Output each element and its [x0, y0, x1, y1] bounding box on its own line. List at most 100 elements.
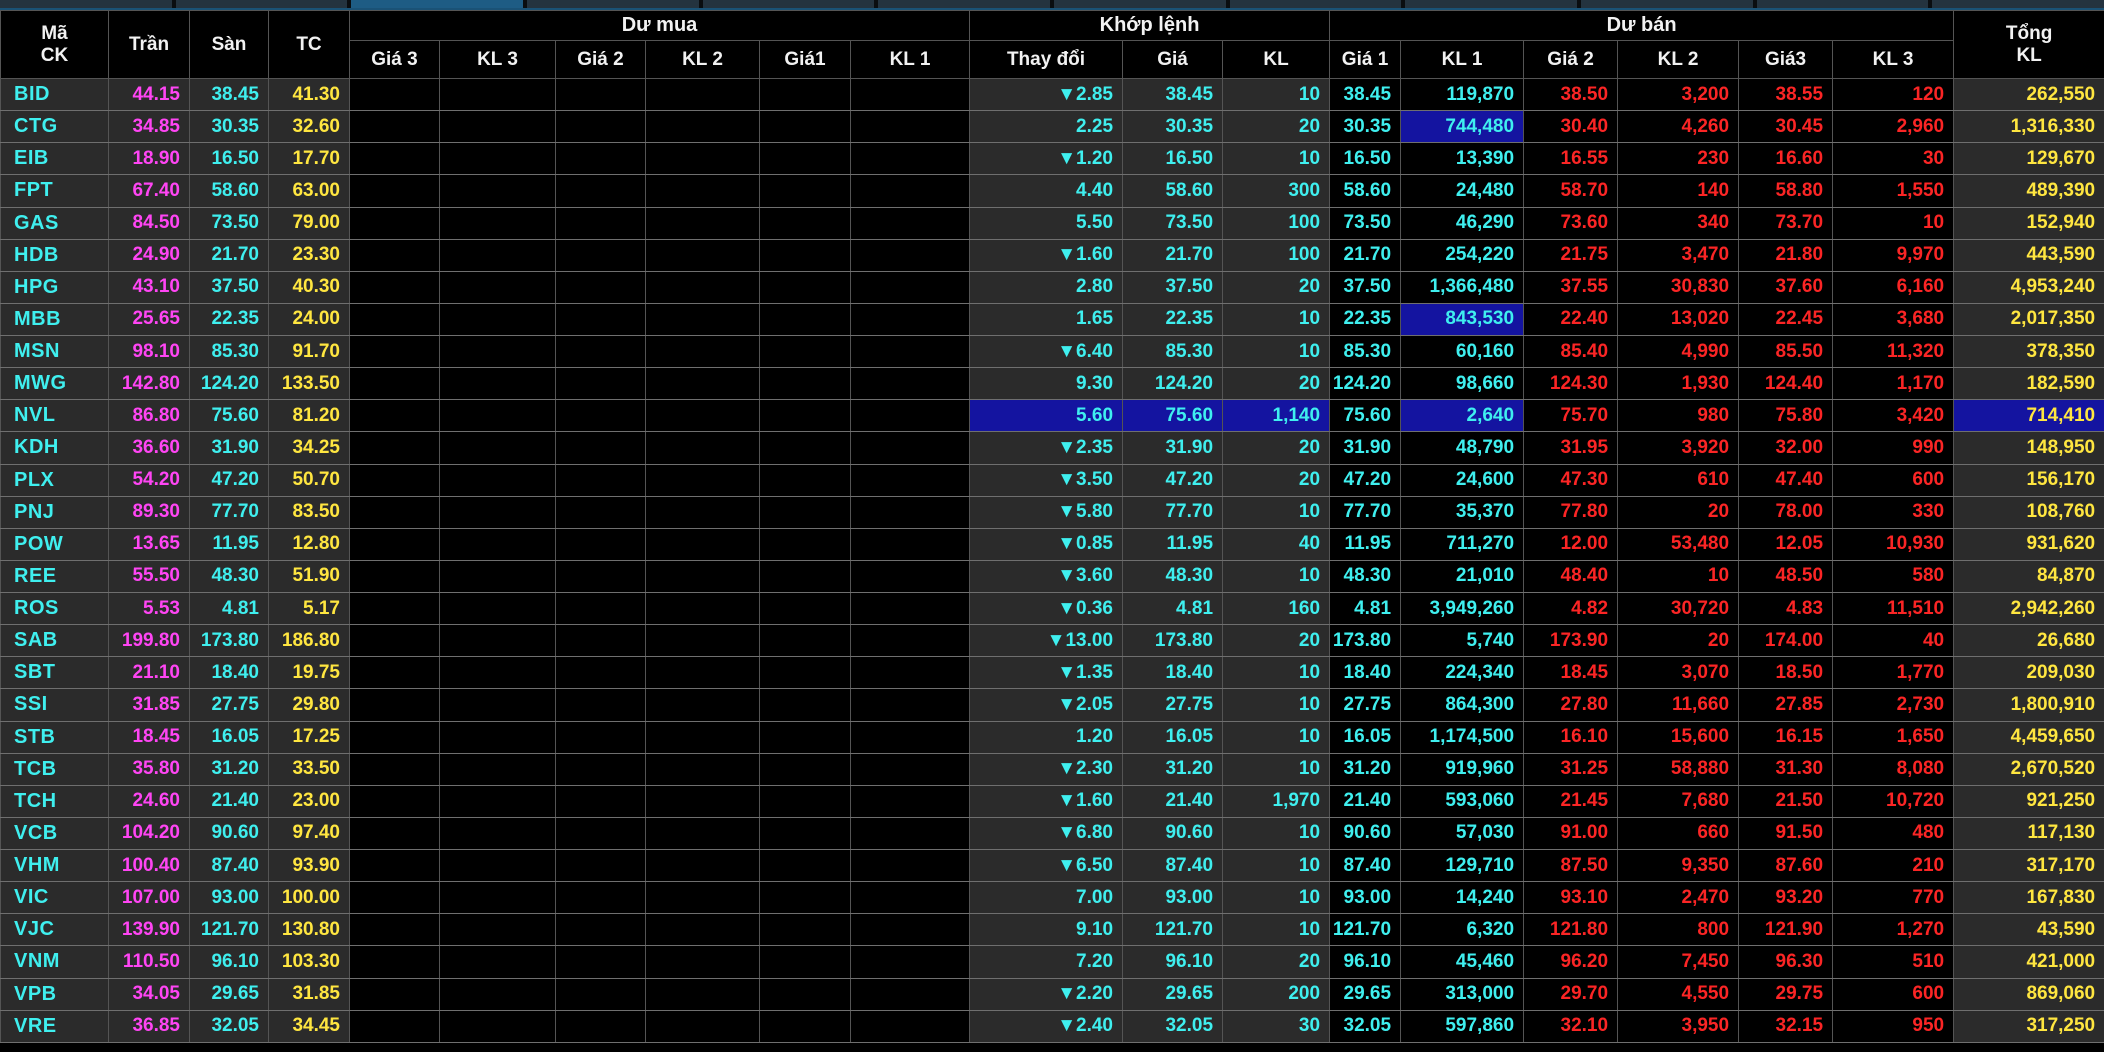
match-volume-cell[interactable]: 30 [1222, 1009, 1331, 1043]
sell-volume1-cell[interactable]: 6,320 [1400, 913, 1525, 947]
buy-price3-cell[interactable] [349, 142, 440, 176]
buy-volume2-cell[interactable] [645, 334, 760, 369]
sell-price1-cell[interactable]: 16.50 [1329, 142, 1402, 176]
buy-price1-cell[interactable] [759, 688, 851, 722]
match-volume-cell[interactable]: 160 [1222, 591, 1331, 626]
match-volume-cell[interactable]: 10 [1222, 752, 1331, 786]
sell-volume2-cell[interactable]: 7,680 [1617, 784, 1740, 818]
ceiling-price-cell[interactable]: 107.00 [108, 881, 190, 915]
sell-volume3-cell[interactable]: 120 [1832, 77, 1955, 112]
ceiling-price-cell[interactable]: 54.20 [108, 463, 190, 497]
stock-code-cell[interactable]: PNJ [0, 495, 109, 529]
ceiling-price-cell[interactable]: 98.10 [108, 334, 190, 369]
buy-volume3-cell[interactable] [439, 784, 556, 818]
sell-volume2-cell[interactable]: 610 [1617, 463, 1740, 497]
buy-price3-cell[interactable] [349, 431, 440, 465]
sell-price3-cell[interactable]: 22.45 [1738, 302, 1834, 337]
stock-code-cell[interactable]: SAB [0, 624, 109, 658]
sell-volume1-cell[interactable]: 5,740 [1400, 624, 1525, 658]
reference-price-cell[interactable]: 103.30 [268, 945, 350, 979]
buy-price3-cell[interactable] [349, 624, 440, 658]
sell-volume3-cell[interactable]: 10 [1832, 206, 1955, 240]
match-volume-cell[interactable]: 10 [1222, 848, 1331, 883]
stock-code-cell[interactable]: VHM [0, 848, 109, 883]
buy-price2-cell[interactable] [555, 559, 646, 594]
buy-price1-cell[interactable] [759, 174, 851, 208]
buy-volume3-cell[interactable] [439, 688, 556, 722]
sell-volume2-cell[interactable]: 11,660 [1617, 688, 1740, 722]
total-volume-cell[interactable]: 443,590 [1953, 238, 2104, 272]
buy-volume1-cell[interactable] [849, 977, 971, 1011]
sell-volume2-cell[interactable]: 660 [1617, 816, 1740, 851]
match-change-cell[interactable]: ▼0.85 [969, 527, 1124, 561]
sell-volume2-cell[interactable]: 10 [1617, 559, 1740, 594]
total-volume-cell[interactable]: 1,316,330 [1953, 110, 2104, 144]
stock-code-cell[interactable]: REE [0, 559, 109, 594]
sell-volume1-cell[interactable]: 14,240 [1400, 881, 1525, 915]
ceiling-price-cell[interactable]: 21.10 [108, 656, 190, 690]
stock-code-cell[interactable]: HDB [0, 238, 109, 272]
reference-price-cell[interactable]: 12.80 [268, 527, 350, 561]
ceiling-price-cell[interactable]: 36.85 [108, 1009, 190, 1043]
match-price-cell[interactable]: 93.00 [1122, 881, 1224, 915]
total-volume-cell[interactable]: 152,940 [1953, 206, 2104, 240]
sell-price1-cell[interactable]: 21.40 [1329, 784, 1402, 818]
sell-price1-cell[interactable]: 31.20 [1329, 752, 1402, 786]
match-price-cell[interactable]: 11.95 [1122, 527, 1224, 561]
sell-volume1-cell[interactable]: 119,870 [1400, 77, 1525, 112]
match-change-cell[interactable]: 5.60 [969, 399, 1124, 433]
sell-volume1-cell[interactable]: 313,000 [1400, 977, 1525, 1011]
match-price-cell[interactable]: 31.20 [1122, 752, 1224, 786]
stock-code-cell[interactable]: GAS [0, 206, 109, 240]
buy-price1-cell[interactable] [759, 527, 851, 561]
buy-price2-cell[interactable] [555, 238, 646, 272]
buy-volume3-cell[interactable] [439, 367, 556, 401]
buy-volume1-cell[interactable] [849, 527, 971, 561]
buy-volume1-cell[interactable] [849, 302, 971, 337]
sell-volume2-cell[interactable]: 3,950 [1617, 1009, 1740, 1043]
sell-volume1-cell[interactable]: 13,390 [1400, 142, 1525, 176]
buy-price2-cell[interactable] [555, 656, 646, 690]
buy-volume1-cell[interactable] [849, 399, 971, 433]
ceiling-price-cell[interactable]: 5.53 [108, 591, 190, 626]
buy-price2-cell[interactable] [555, 463, 646, 497]
match-change-cell[interactable]: ▼2.30 [969, 752, 1124, 786]
ceiling-price-cell[interactable]: 18.45 [108, 720, 190, 754]
buy-price2-cell[interactable] [555, 1009, 646, 1043]
match-price-cell[interactable]: 4.81 [1122, 591, 1224, 626]
sell-volume3-cell[interactable]: 510 [1832, 945, 1955, 979]
buy-price2-cell[interactable] [555, 977, 646, 1011]
floor-price-cell[interactable]: 90.60 [189, 816, 269, 851]
buy-price1-cell[interactable] [759, 302, 851, 337]
buy-volume1-cell[interactable] [849, 913, 971, 947]
sell-volume3-cell[interactable]: 10,930 [1832, 527, 1955, 561]
sell-volume1-cell[interactable]: 224,340 [1400, 656, 1525, 690]
sell-price2-cell[interactable]: 21.75 [1523, 238, 1619, 272]
sell-volume3-cell[interactable]: 6,160 [1832, 270, 1955, 304]
ceiling-price-cell[interactable]: 100.40 [108, 848, 190, 883]
match-change-cell[interactable]: ▼2.35 [969, 431, 1124, 465]
sell-price3-cell[interactable]: 32.00 [1738, 431, 1834, 465]
buy-price1-cell[interactable] [759, 399, 851, 433]
stock-code-cell[interactable]: SSI [0, 688, 109, 722]
sell-volume1-cell[interactable]: 864,300 [1400, 688, 1525, 722]
buy-volume3-cell[interactable] [439, 881, 556, 915]
sell-volume1-cell[interactable]: 21,010 [1400, 559, 1525, 594]
sell-price3-cell[interactable]: 75.80 [1738, 399, 1834, 433]
total-volume-cell[interactable]: 378,350 [1953, 334, 2104, 369]
match-volume-cell[interactable]: 20 [1222, 624, 1331, 658]
sell-volume2-cell[interactable]: 2,470 [1617, 881, 1740, 915]
floor-price-cell[interactable]: 16.50 [189, 142, 269, 176]
match-volume-cell[interactable]: 20 [1222, 110, 1331, 144]
match-price-cell[interactable]: 73.50 [1122, 206, 1224, 240]
buy-price2-cell[interactable] [555, 848, 646, 883]
buy-volume1-cell[interactable] [849, 174, 971, 208]
buy-volume2-cell[interactable] [645, 816, 760, 851]
sell-price1-cell[interactable]: 30.35 [1329, 110, 1402, 144]
buy-volume1-cell[interactable] [849, 720, 971, 754]
sell-price3-cell[interactable]: 121.90 [1738, 913, 1834, 947]
sell-price1-cell[interactable]: 27.75 [1329, 688, 1402, 722]
sell-volume2-cell[interactable]: 230 [1617, 142, 1740, 176]
sell-price3-cell[interactable]: 87.60 [1738, 848, 1834, 883]
sell-volume3-cell[interactable]: 8,080 [1832, 752, 1955, 786]
